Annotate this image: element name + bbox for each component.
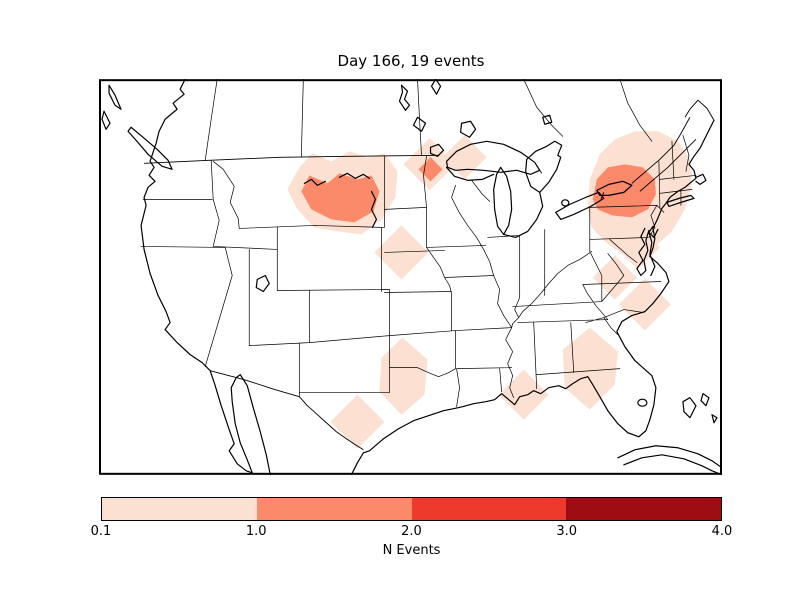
canadian-lakes bbox=[398, 79, 553, 157]
lake-michigan bbox=[493, 166, 513, 236]
pacific-coast-baja bbox=[140, 79, 271, 475]
hotspot-oklahoma-patch bbox=[379, 337, 428, 415]
colorbar-ticks: 0.1 1.0 2.0 3.0 4.0 bbox=[91, 524, 733, 540]
hotspot-northeast-core-patch bbox=[592, 164, 656, 218]
lake-st-clair bbox=[561, 199, 570, 207]
hotspot-carolina-coast-patch bbox=[618, 278, 671, 331]
cuba-coastline bbox=[617, 445, 722, 475]
hotspot-montana-core-patch bbox=[301, 173, 380, 223]
colorbar bbox=[101, 497, 722, 521]
plot-title: Day 166, 19 events bbox=[337, 52, 485, 70]
lake-erie bbox=[555, 191, 605, 221]
lake-ontario bbox=[596, 180, 633, 196]
colorbar-segment-0 bbox=[102, 498, 257, 520]
hotspot-louisiana-patch bbox=[498, 369, 549, 420]
hotspot-lake-superior-patch bbox=[442, 135, 487, 180]
hotspot-southwest-texas-patch bbox=[330, 394, 385, 449]
lake-huron bbox=[525, 140, 563, 193]
hotspot-georgia-patch bbox=[562, 327, 618, 410]
gulf-atlantic-coast bbox=[350, 119, 715, 475]
colorbar-tick: 2.0 bbox=[401, 524, 422, 539]
canada-us-border bbox=[144, 99, 715, 200]
coastlines bbox=[101, 79, 722, 475]
vancouver-island bbox=[101, 84, 173, 170]
map-axes bbox=[99, 79, 722, 475]
state-boundaries bbox=[140, 134, 697, 408]
international-borders bbox=[144, 79, 715, 451]
chesapeake-bay bbox=[636, 225, 659, 277]
colorbar-segment-1 bbox=[256, 498, 412, 520]
great-salt-lake bbox=[255, 274, 270, 293]
mexico-us-border bbox=[210, 370, 364, 451]
hotspot-dakota-nebraska-patch bbox=[374, 225, 429, 280]
colorbar-tick: 0.1 bbox=[90, 524, 112, 539]
lake-superior bbox=[445, 140, 541, 175]
colorbar-tick: 3.0 bbox=[556, 524, 578, 539]
colorbar-tick: 4.0 bbox=[711, 524, 733, 539]
colorbar-segment-3 bbox=[566, 498, 721, 520]
lake-okeechobee bbox=[637, 398, 648, 407]
us-event-density-map bbox=[99, 79, 722, 475]
map-frame bbox=[99, 79, 722, 475]
michigan-shoreline bbox=[445, 166, 544, 239]
hotspot-virginia-patch bbox=[592, 255, 637, 300]
bahamas-islands bbox=[682, 393, 718, 424]
canadian-province-lines bbox=[204, 79, 653, 161]
colorbar-tick: 1.0 bbox=[245, 524, 267, 539]
long-island bbox=[666, 173, 707, 207]
montana-dakota-reservoirs bbox=[303, 172, 378, 229]
colorbar-segment-2 bbox=[411, 498, 567, 520]
colorbar-label: N Events bbox=[382, 543, 441, 558]
